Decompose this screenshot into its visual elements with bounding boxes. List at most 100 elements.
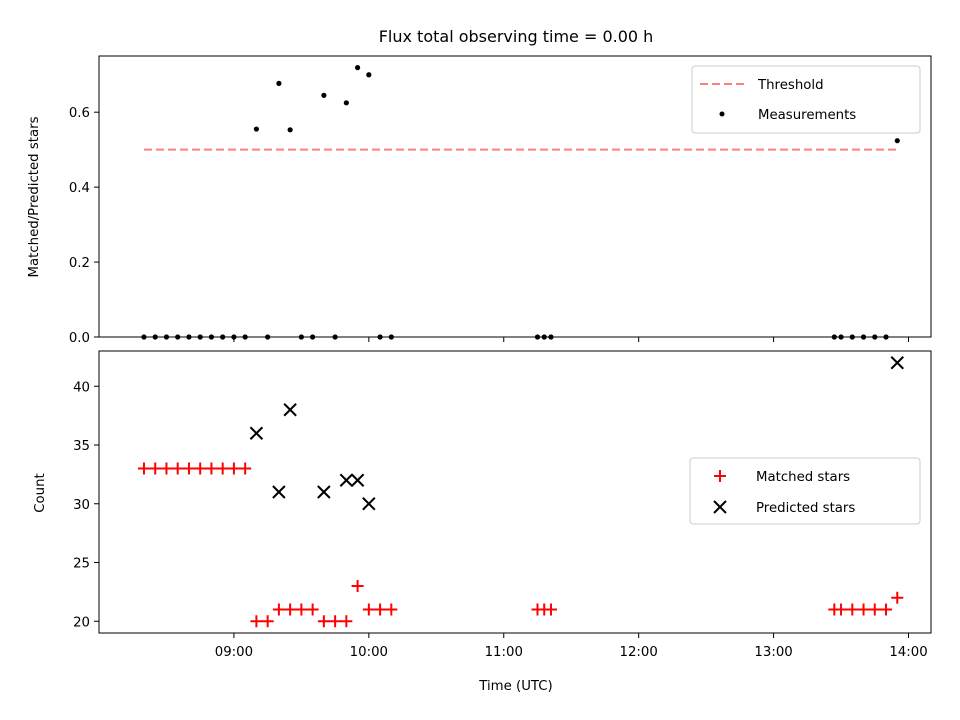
measurement-point bbox=[197, 334, 203, 340]
measurement-point bbox=[253, 126, 260, 132]
matched-star-marker bbox=[182, 462, 195, 475]
matched-star-marker bbox=[205, 462, 218, 475]
matched-star-marker bbox=[868, 603, 881, 616]
bottom-axes-frame bbox=[98, 350, 932, 634]
measurement-point bbox=[849, 334, 855, 340]
measurement-point bbox=[831, 334, 837, 340]
measurement-point bbox=[354, 65, 361, 71]
bottom-y-tick-label: 25 bbox=[73, 557, 90, 572]
bottom-y-tick-label: 20 bbox=[73, 615, 90, 630]
measurement-point bbox=[208, 334, 215, 340]
matched-star-marker bbox=[239, 462, 252, 475]
matched-star-marker bbox=[835, 603, 848, 616]
measurement-point bbox=[534, 334, 541, 340]
bottom-plot-area: 20 25 30 35 40 09:00 10:00 11:00 12:00 13:00 14:00 bbox=[73, 350, 932, 660]
matched-star-marker bbox=[351, 580, 364, 592]
measurement-point bbox=[231, 334, 237, 340]
measurement-point bbox=[388, 334, 394, 340]
predicted-star-marker bbox=[249, 426, 264, 440]
predicted-star-marker bbox=[362, 497, 376, 511]
measurement-point bbox=[298, 334, 304, 340]
measurement-point bbox=[321, 92, 327, 98]
predicted-legend-label: Predicted stars bbox=[756, 501, 855, 516]
matched-star-marker bbox=[891, 591, 904, 604]
predicted-star-marker bbox=[350, 473, 365, 487]
matched-star-marker bbox=[171, 462, 184, 475]
top-plot-area: 0.0 0.2 0.4 0.6 bbox=[69, 55, 932, 346]
measurement-point bbox=[310, 334, 316, 340]
matched-star-marker bbox=[227, 462, 240, 475]
matched-star-marker bbox=[544, 603, 557, 616]
measurement-point bbox=[377, 334, 383, 340]
measurement-point bbox=[186, 334, 192, 340]
bottom-y-tick-label: 30 bbox=[73, 498, 90, 513]
matched-star-marker bbox=[261, 615, 274, 628]
measurement-point bbox=[838, 334, 844, 340]
predicted-star-marker bbox=[272, 485, 286, 499]
matched-legend-label: Matched stars bbox=[756, 470, 850, 485]
x-tick-label: 14:00 bbox=[889, 645, 927, 660]
measurement-point bbox=[343, 100, 349, 106]
bottom-legend: Matched stars Predicted stars bbox=[689, 457, 921, 525]
x-axis-label: Time (UTC) bbox=[478, 679, 553, 694]
x-tick-label: 12:00 bbox=[620, 645, 658, 660]
measurement-point bbox=[175, 334, 181, 340]
bottom-y-axis-label: Count bbox=[33, 473, 48, 513]
matched-legend-swatch bbox=[714, 470, 726, 482]
top-axes-frame bbox=[98, 55, 932, 338]
matched-star-marker bbox=[880, 603, 893, 616]
matched-star-marker bbox=[295, 603, 308, 616]
predicted-star-marker bbox=[339, 473, 354, 487]
matched-star-marker bbox=[306, 603, 319, 616]
matched-star-marker bbox=[362, 603, 375, 616]
predicted-star-marker bbox=[890, 356, 904, 370]
predicted-star-marker bbox=[283, 403, 297, 417]
measurement-point bbox=[366, 72, 372, 78]
chart-title: Flux total observing time = 0.00 h bbox=[379, 27, 654, 46]
matched-star-marker bbox=[284, 603, 297, 616]
matched-star-marker bbox=[137, 462, 150, 475]
threshold-legend-label: Threshold bbox=[757, 78, 824, 93]
measurement-point bbox=[141, 334, 147, 340]
bottom-y-tick-label: 35 bbox=[73, 439, 90, 454]
matched-star-marker bbox=[374, 603, 387, 616]
measurement-point bbox=[872, 334, 878, 340]
matched-star-marker bbox=[216, 462, 229, 475]
matched-star-marker bbox=[385, 603, 398, 616]
top-y-tick-label: 0.2 bbox=[69, 256, 90, 271]
top-y-tick-label: 0.4 bbox=[69, 181, 90, 196]
predicted-legend-swatch bbox=[713, 500, 727, 514]
x-tick-label: 11:00 bbox=[485, 645, 523, 660]
measurement-point bbox=[548, 334, 554, 340]
measurement-point bbox=[541, 334, 547, 340]
matched-star-marker bbox=[340, 615, 353, 628]
measurement-point bbox=[265, 334, 271, 340]
measurement-point bbox=[163, 334, 170, 340]
matched-star-marker bbox=[149, 462, 162, 475]
measurement-point bbox=[860, 334, 867, 340]
bottom-y-tick-label: 40 bbox=[73, 380, 90, 395]
measurement-point bbox=[220, 334, 226, 340]
top-y-tick-label: 0.6 bbox=[69, 106, 90, 121]
top-y-axis-label: Matched/Predicted stars bbox=[27, 116, 42, 277]
measurement-point bbox=[152, 334, 158, 340]
matched-star-marker bbox=[846, 603, 859, 616]
matched-star-marker bbox=[857, 603, 870, 616]
top-y-tick-label: 0.0 bbox=[69, 331, 90, 346]
measurement-point bbox=[894, 138, 900, 144]
measurement-point bbox=[883, 334, 889, 340]
x-tick-label: 13:00 bbox=[754, 645, 792, 660]
measurements-legend-label: Measurements bbox=[758, 108, 856, 123]
matched-star-marker bbox=[160, 462, 173, 475]
matched-star-marker bbox=[329, 615, 342, 628]
predicted-star-marker bbox=[317, 485, 331, 499]
x-tick-label: 10:00 bbox=[350, 645, 388, 660]
x-tick-label: 09:00 bbox=[215, 645, 253, 660]
matched-star-marker bbox=[250, 615, 263, 628]
measurement-point bbox=[332, 334, 338, 340]
matched-star-marker bbox=[317, 615, 330, 628]
measurement-point bbox=[276, 80, 282, 86]
top-legend: Threshold Measurements bbox=[691, 65, 921, 134]
flux-ratio-panel: Flux total observing time = 0.00 h Match… bbox=[27, 27, 932, 346]
